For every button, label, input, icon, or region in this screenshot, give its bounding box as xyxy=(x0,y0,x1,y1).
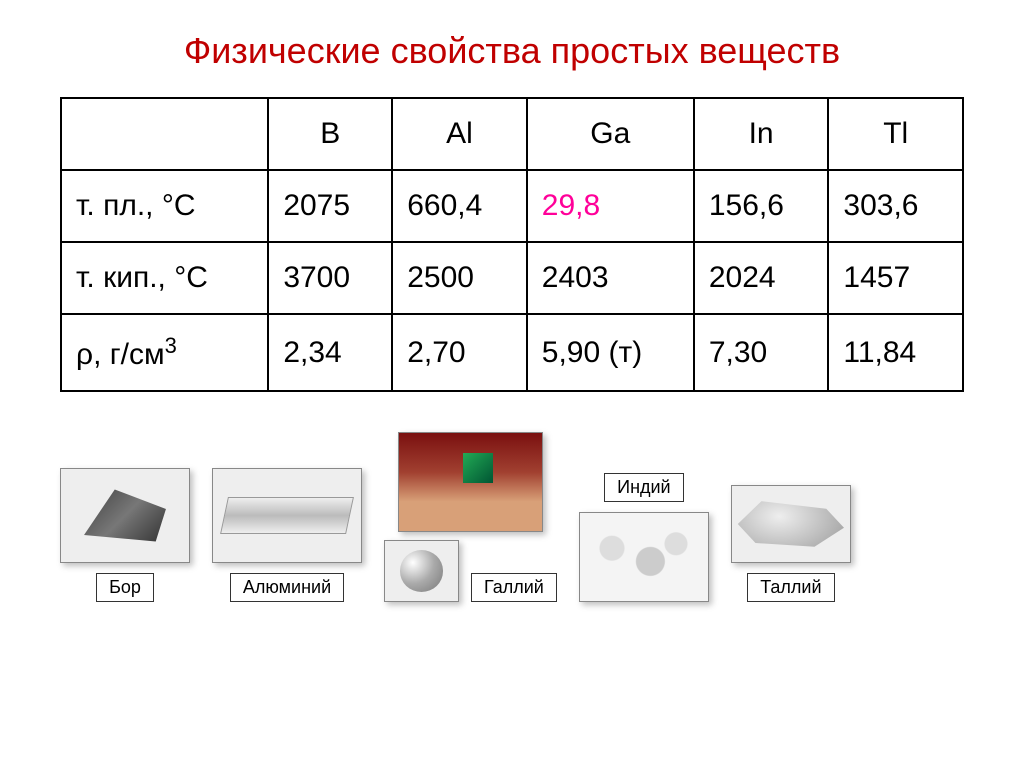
element-header: Tl xyxy=(828,98,963,170)
row-label: ρ, г/см3 xyxy=(61,314,268,391)
gallium-pellet-image xyxy=(384,540,459,602)
table-cell: 156,6 xyxy=(694,170,829,242)
table-row: т. пл., °С 2075 660,4 29,8 156,6 303,6 xyxy=(61,170,963,242)
table-cell: 2,70 xyxy=(392,314,527,391)
table-cell: 2075 xyxy=(268,170,392,242)
table-cell: 3700 xyxy=(268,242,392,314)
empty-header-cell xyxy=(61,98,268,170)
element-header: Al xyxy=(392,98,527,170)
table-cell: 303,6 xyxy=(828,170,963,242)
page-title: Физические свойства простых веществ xyxy=(60,30,964,72)
table-cell: 5,90 (т) xyxy=(527,314,694,391)
gallium-hand-image xyxy=(398,432,543,532)
table-cell: 660,4 xyxy=(392,170,527,242)
aluminium-block: Алюминий xyxy=(212,468,362,602)
row-label: т. пл., °С xyxy=(61,170,268,242)
indium-block: Индий xyxy=(579,473,709,602)
table-cell: 1457 xyxy=(828,242,963,314)
thallium-image xyxy=(731,485,851,563)
thallium-caption: Таллий xyxy=(747,573,834,602)
element-header: B xyxy=(268,98,392,170)
boron-caption: Бор xyxy=(96,573,154,602)
table-cell: 7,30 xyxy=(694,314,829,391)
gallium-block: Галлий xyxy=(384,432,557,602)
element-header: In xyxy=(694,98,829,170)
element-header: Ga xyxy=(527,98,694,170)
table-header-row: B Al Ga In Tl xyxy=(61,98,963,170)
aluminium-image xyxy=(212,468,362,563)
indium-caption: Индий xyxy=(604,473,684,502)
element-images-row: Бор Алюминий Галлий Индий Таллий xyxy=(60,422,964,602)
table-row: т. кип., °С 3700 2500 2403 2024 1457 xyxy=(61,242,963,314)
table-cell: 2024 xyxy=(694,242,829,314)
gallium-caption: Галлий xyxy=(471,573,557,602)
table-cell: 2403 xyxy=(527,242,694,314)
indium-image xyxy=(579,512,709,602)
table-cell: 2500 xyxy=(392,242,527,314)
boron-image xyxy=(60,468,190,563)
table-cell-highlight: 29,8 xyxy=(527,170,694,242)
table-row: ρ, г/см3 2,34 2,70 5,90 (т) 7,30 11,84 xyxy=(61,314,963,391)
thallium-block: Таллий xyxy=(731,485,851,602)
table-cell: 2,34 xyxy=(268,314,392,391)
aluminium-caption: Алюминий xyxy=(230,573,344,602)
boron-block: Бор xyxy=(60,468,190,602)
row-label: т. кип., °С xyxy=(61,242,268,314)
properties-table: B Al Ga In Tl т. пл., °С 2075 660,4 29,8… xyxy=(60,97,964,392)
table-cell: 11,84 xyxy=(828,314,963,391)
